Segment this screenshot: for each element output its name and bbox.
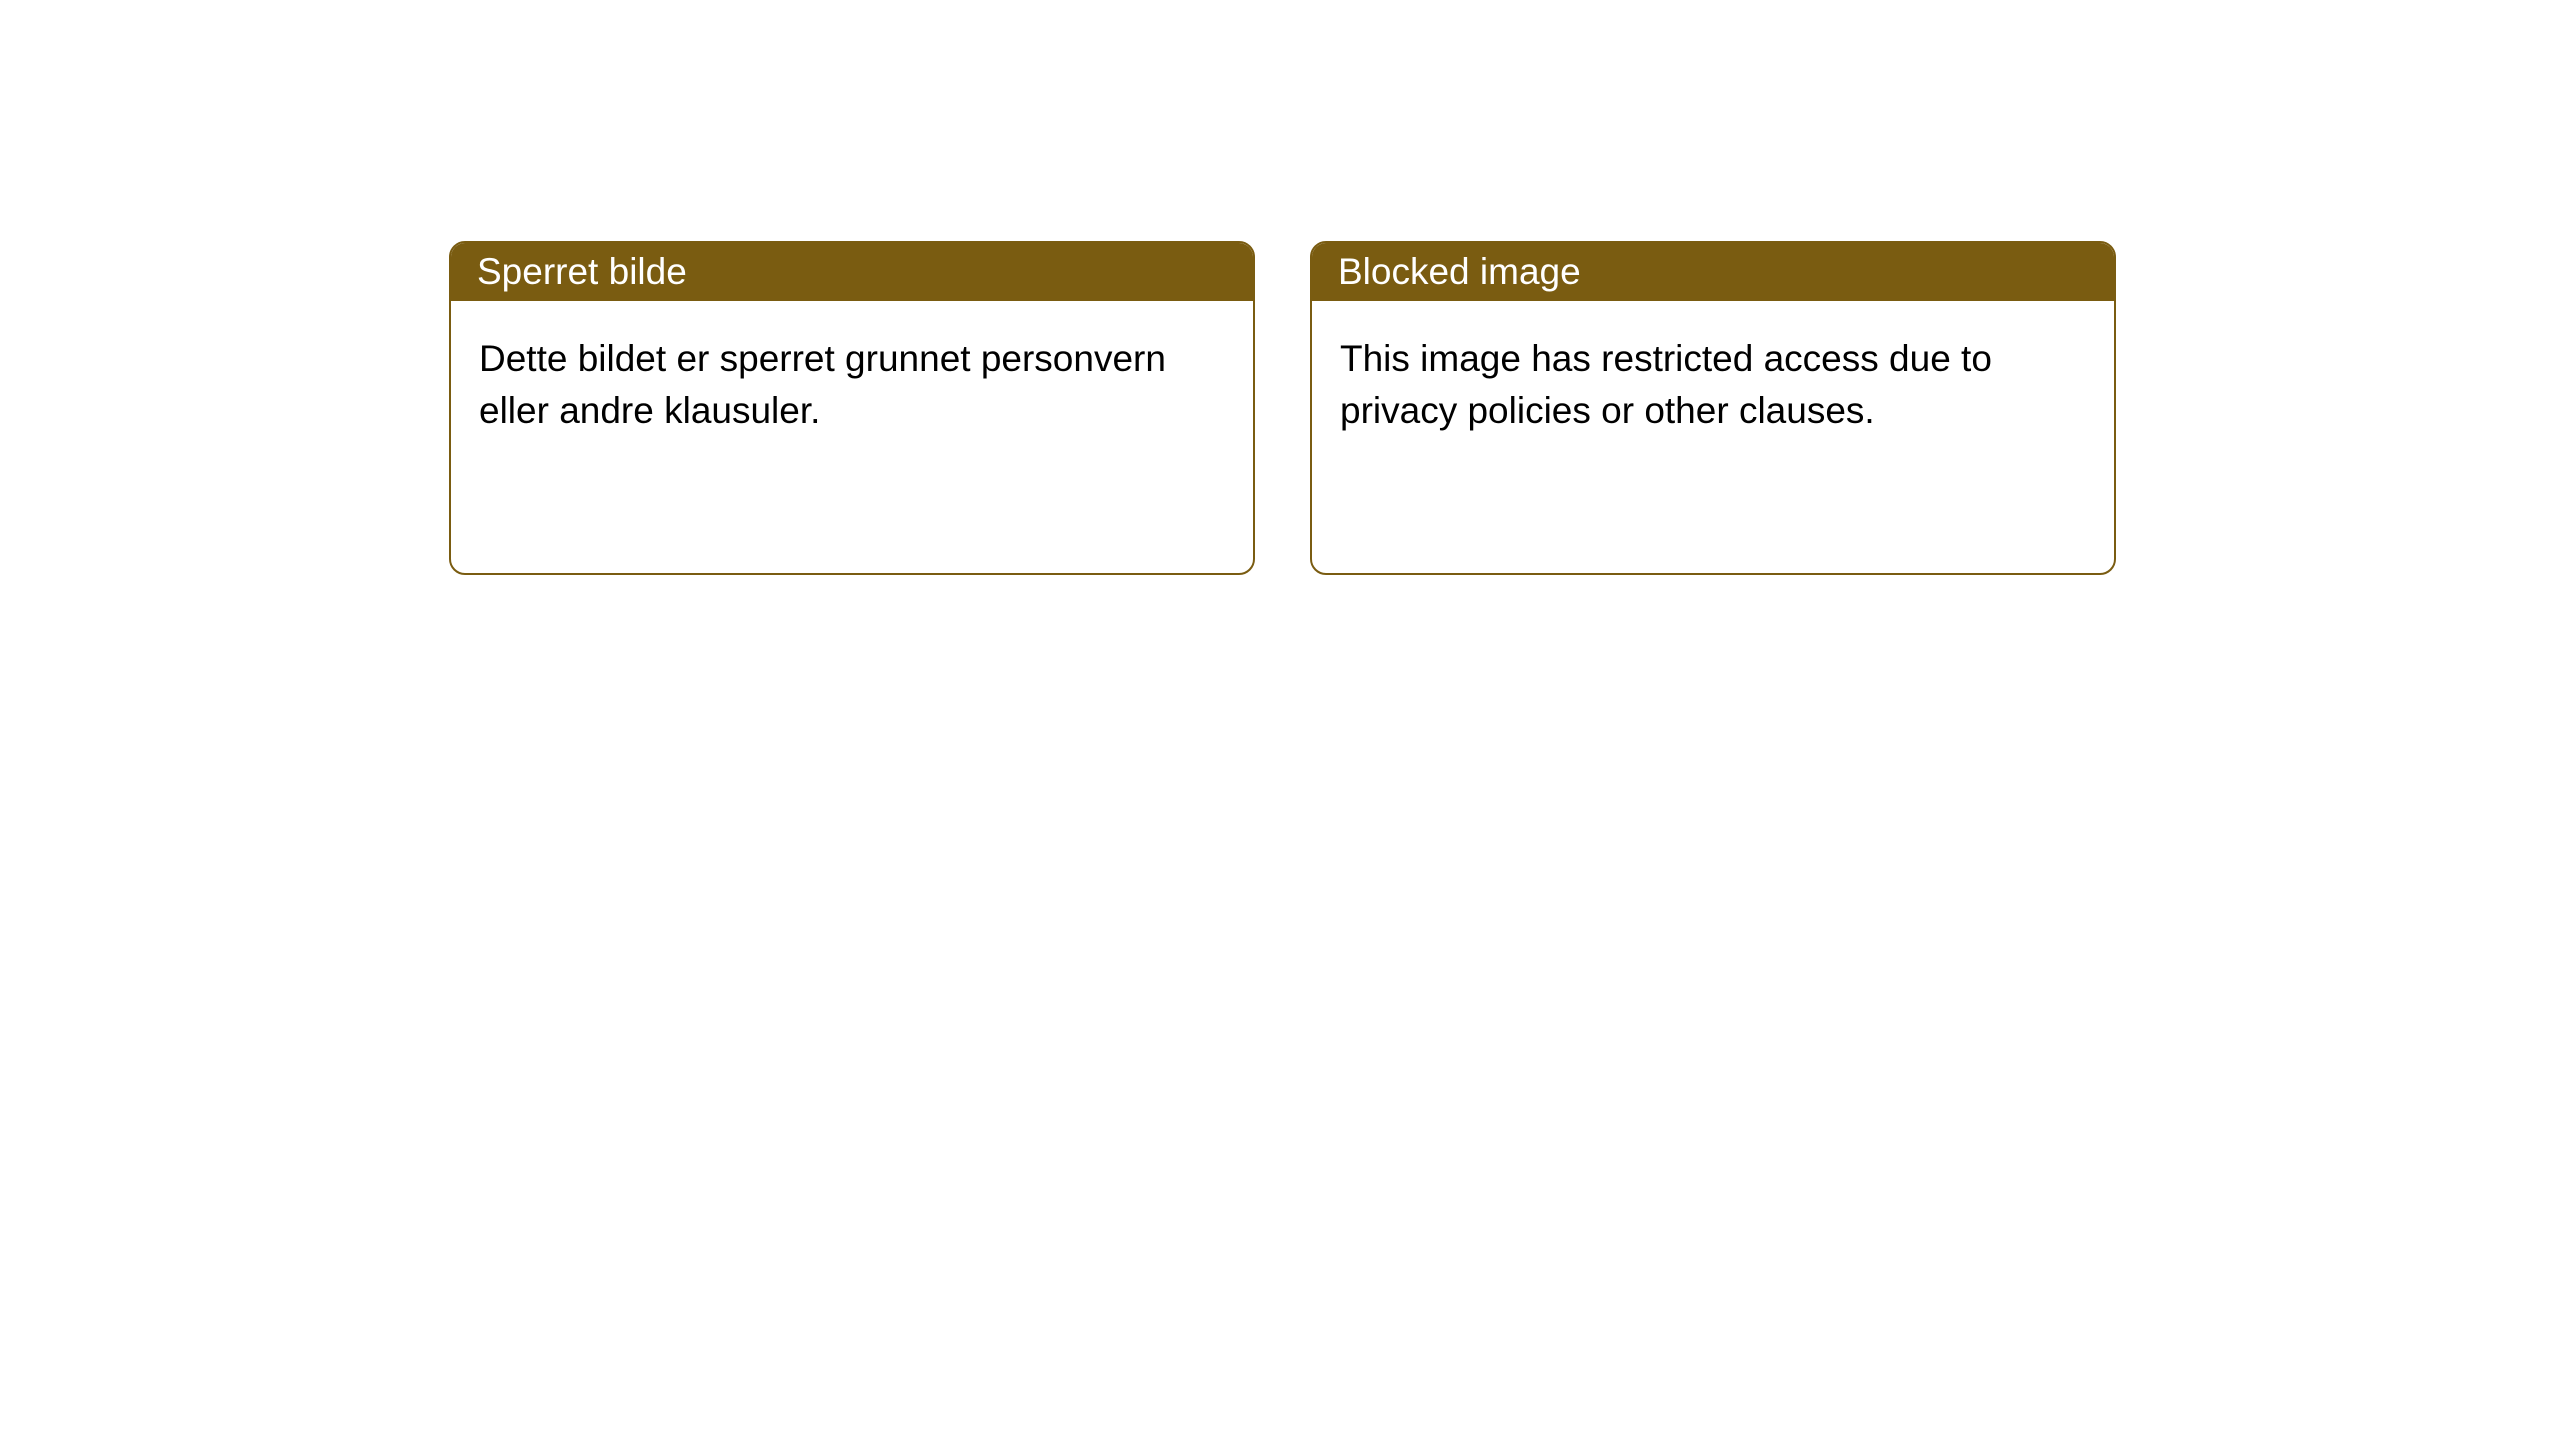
notice-header-norwegian: Sperret bilde <box>451 243 1253 301</box>
notice-title-english: Blocked image <box>1338 251 1581 293</box>
notice-body-norwegian: Dette bildet er sperret grunnet personve… <box>451 301 1253 469</box>
notice-body-english: This image has restricted access due to … <box>1312 301 2114 469</box>
notice-text-norwegian: Dette bildet er sperret grunnet personve… <box>479 338 1166 431</box>
notice-box-norwegian: Sperret bilde Dette bildet er sperret gr… <box>449 241 1255 575</box>
notice-box-english: Blocked image This image has restricted … <box>1310 241 2116 575</box>
notice-text-english: This image has restricted access due to … <box>1340 338 1992 431</box>
notice-header-english: Blocked image <box>1312 243 2114 301</box>
notice-title-norwegian: Sperret bilde <box>477 251 687 293</box>
notice-container: Sperret bilde Dette bildet er sperret gr… <box>449 241 2116 575</box>
